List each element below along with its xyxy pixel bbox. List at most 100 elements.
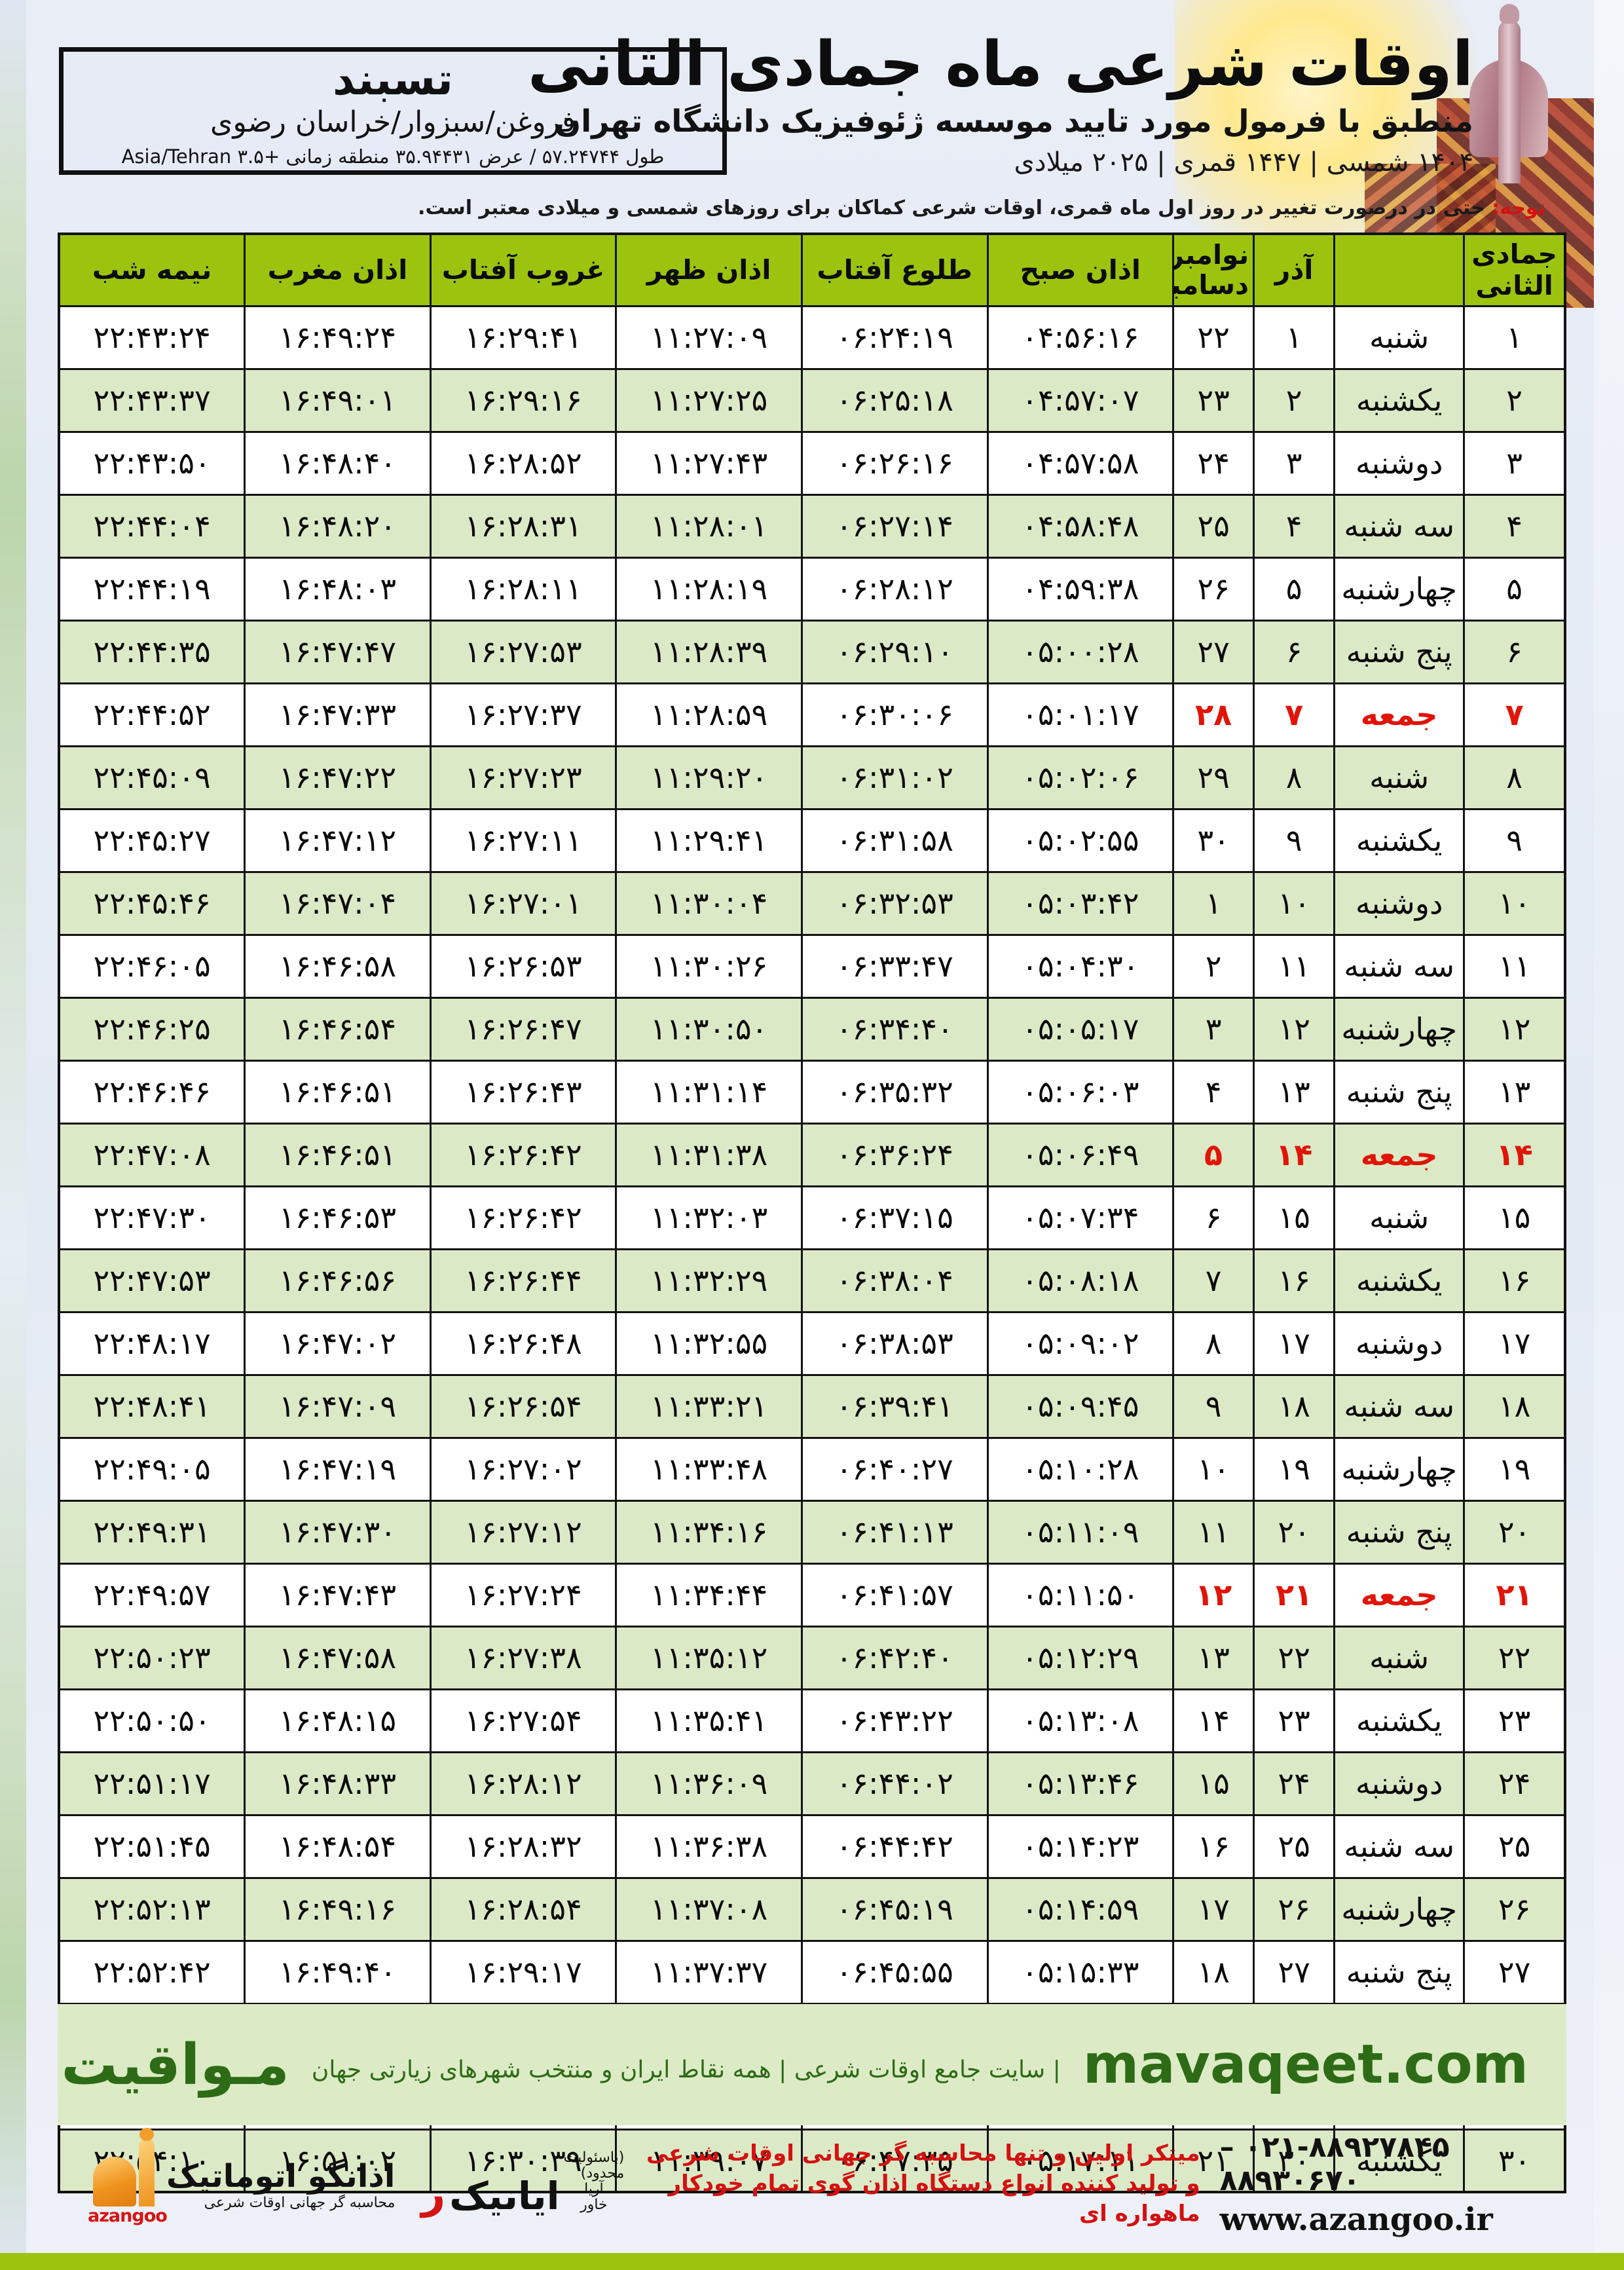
day-weekday: یکشنبه: [1333, 1248, 1466, 1313]
time-sunrise: ۰۶:۳۰:۰۶: [800, 682, 989, 747]
day-hijri: ۲۷: [1463, 1939, 1566, 2005]
day-gregorian: ۲۶: [1172, 556, 1255, 622]
time-sunset: ۱۶:۲۸:۱۱: [429, 556, 618, 622]
time-midnight: ۲۲:۴۶:۰۵: [58, 933, 246, 999]
table-row: ۱۲ چهارشنبه ۱۲ ۳ ۰۵:۰۵:۱۷ ۰۶:۳۴:۴۰ ۱۱:۳۰:۵۰ ۱۶:…: [58, 996, 1566, 1062]
day-weekday: یکشنبه: [1333, 2128, 1466, 2193]
day-hijri: ۴: [1463, 493, 1566, 559]
day-gregorian: ۷: [1172, 1248, 1255, 1313]
time-maghrib: ۱۶:۵۱:۰۲: [244, 2128, 432, 2193]
table-row: ۸ شنبه ۸ ۲۹ ۰۵:۰۲:۰۶ ۰۶:۳۱:۰۲ ۱۱:۲۹:۲۰ ۱۶:۲۷:۲۳…: [58, 745, 1566, 810]
time-midnight: ۲۲:۵۲:۴۲: [58, 1939, 246, 2005]
azangoo-mosque-icon: azangoo: [84, 2128, 168, 2226]
day-azar: ۲۶: [1253, 1876, 1336, 1942]
time-fajr: ۰۴:۵۹:۳۸: [986, 556, 1175, 622]
coordinates-timezone: طول ۵۷.۲۴۷۴۴ / عرض ۳۵.۹۴۴۳۱ منطقه زمانی …: [121, 145, 665, 168]
header-hijri-month: جمادی الثانی: [1463, 233, 1566, 307]
table-row: ۱۱ سه شنبه ۱۱ ۲ ۰۵:۰۴:۳۰ ۰۶:۳۳:۴۷ ۱۱:۳۰:۲۶ ۱۶:۲…: [58, 933, 1566, 999]
time-fajr: ۰۵:۱۳:۴۶: [986, 1751, 1175, 1816]
day-weekday: پنج شنبه: [1333, 1499, 1466, 1565]
time-maghrib: ۱۶:۴۸:۴۰: [244, 430, 432, 496]
footer-contact-row: ۰۲۱-۸۸۹۲۷۸۴۵ – ۸۸۹۳۰۶۷۰ www.azangoo.ir م…: [58, 2128, 1566, 2240]
table-row: ۲۱ جمعه ۲۱ ۱۲ ۰۵:۱۱:۵۰ ۰۶:۴۱:۵۷ ۱۱:۳۴:۴۴ ۱۶:۲۷:…: [58, 1562, 1566, 1628]
time-maghrib: ۱۶:۴۶:۵۱: [244, 1059, 432, 1125]
day-gregorian: ۱۱: [1172, 1499, 1255, 1565]
time-dhuhr: ۱۱:۲۷:۲۵: [615, 367, 803, 433]
azangoo-website[interactable]: www.azangoo.ir: [1219, 2201, 1493, 2238]
time-midnight: ۲۲:۴۹:۳۱: [58, 1499, 246, 1565]
day-hijri: ۲۶: [1463, 1876, 1566, 1942]
day-weekday: چهارشنبه: [1333, 556, 1466, 622]
time-fajr: ۰۴:۵۶:۱۶: [986, 305, 1175, 370]
time-sunrise: ۰۶:۳۷:۱۵: [800, 1185, 989, 1250]
time-sunrise: ۰۶:۴۴:۴۲: [800, 1814, 989, 1879]
time-dhuhr: ۱۱:۳۹:۰۷: [615, 2128, 803, 2193]
day-weekday: شنبه: [1333, 305, 1466, 370]
time-midnight: ۲۲:۴۵:۰۹: [58, 745, 246, 810]
time-midnight: ۲۲:۴۴:۵۲: [58, 682, 246, 747]
time-sunset: ۱۶:۲۶:۵۳: [429, 933, 618, 999]
time-fajr: ۰۵:۱۰:۲۸: [986, 1436, 1175, 1502]
day-gregorian: ۳۰: [1172, 808, 1255, 873]
day-gregorian: ۱۰: [1172, 1436, 1255, 1502]
title-block: اوقات شرعی ماه جمادی الثانی منطبق با فرم…: [517, 32, 1486, 177]
location-box: تسبند فروغن/سبزوار/خراسان رضوی طول ۵۷.۲۴…: [59, 47, 727, 175]
logo-group: (باسئولیت محدود) آریا خاور ایانیک ر اذان…: [84, 2128, 624, 2226]
day-weekday: جمعه: [1333, 682, 1466, 747]
footer-brand-banner: mavaqeet.com | سایت جامع اوقات شرعی | هم…: [58, 2004, 1566, 2125]
time-sunset: ۱۶:۲۶:۴۷: [429, 996, 618, 1062]
time-fajr: ۰۵:۰۴:۳۰: [986, 933, 1175, 999]
time-maghrib: ۱۶:۴۹:۲۴: [244, 305, 432, 370]
table-row: ۷ جمعه ۷ ۲۸ ۰۵:۰۱:۱۷ ۰۶:۳۰:۰۶ ۱۱:۲۸:۵۹ ۱۶:۲۷:۳۷…: [58, 682, 1566, 747]
prayer-times-table-wrapper: جمادی الثانی آذر نوامبر دسامبر اذان صبح …: [58, 233, 1566, 2193]
table-row: ۲۷ پنج شنبه ۲۷ ۱۸ ۰۵:۱۵:۳۳ ۰۶:۴۵:۵۵ ۱۱:۳۷:۳۷ ۱۶…: [58, 1939, 1566, 2005]
time-fajr: ۰۵:۰۳:۴۲: [986, 870, 1175, 936]
time-maghrib: ۱۶:۴۷:۱۹: [244, 1436, 432, 1502]
time-maghrib: ۱۶:۴۶:۵۳: [244, 1185, 432, 1250]
table-row: ۲ یکشنبه ۲ ۲۳ ۰۴:۵۷:۰۷ ۰۶:۲۵:۱۸ ۱۱:۲۷:۲۵ ۱۶:۲۹:…: [58, 367, 1566, 433]
day-azar: ۱: [1253, 305, 1336, 370]
table-row: ۱۸ سه شنبه ۱۸ ۹ ۰۵:۰۹:۴۵ ۰۶:۳۹:۴۱ ۱۱:۳۳:۲۱ ۱۶:۲…: [58, 1373, 1566, 1439]
time-midnight: ۲۲:۴۸:۴۱: [58, 1373, 246, 1439]
time-sunset: ۱۶:۲۶:۴۲: [429, 1185, 618, 1250]
time-maghrib: ۱۶:۴۹:۴۰: [244, 1939, 432, 2005]
day-azar: ۱۶: [1253, 1248, 1336, 1313]
table-row: ۶ پنج شنبه ۶ ۲۷ ۰۵:۰۰:۲۸ ۰۶:۲۹:۱۰ ۱۱:۲۸:۳۹ ۱۶:۲…: [58, 619, 1566, 684]
day-hijri: ۷: [1463, 682, 1566, 747]
day-gregorian: ۴: [1172, 1059, 1255, 1125]
day-gregorian: ۲۸: [1172, 682, 1255, 747]
time-dhuhr: ۱۱:۲۸:۵۹: [615, 682, 803, 747]
time-maghrib: ۱۶:۴۷:۳۰: [244, 1499, 432, 1565]
day-weekday: یکشنبه: [1333, 1688, 1466, 1753]
time-fajr: ۰۵:۱۷:۱۱: [986, 2128, 1175, 2193]
time-fajr: ۰۵:۱۴:۵۹: [986, 1876, 1175, 1942]
time-fajr: ۰۴:۵۸:۴۸: [986, 493, 1175, 559]
day-gregorian: ۱۷: [1172, 1876, 1255, 1942]
brand-website[interactable]: mavaqeet.com: [1082, 2034, 1528, 2096]
mosque-artwork: [1175, 0, 1594, 308]
time-fajr: ۰۴:۵۷:۰۷: [986, 367, 1175, 433]
time-fajr: ۰۵:۰۵:۱۷: [986, 996, 1175, 1062]
table-row: ۱۷ دوشنبه ۱۷ ۸ ۰۵:۰۹:۰۲ ۰۶:۳۸:۵۳ ۱۱:۳۲:۵۵ ۱۶:۲۶…: [58, 1311, 1566, 1376]
day-hijri: ۱: [1463, 305, 1566, 370]
page-header: تسبند فروغن/سبزوار/خراسان رضوی طول ۵۷.۲۴…: [0, 0, 1624, 223]
time-maghrib: ۱۶:۴۷:۰۴: [244, 870, 432, 936]
day-weekday: سه شنبه: [1333, 933, 1466, 999]
day-hijri: ۲: [1463, 367, 1566, 433]
rayanik-logo-initial: ر: [421, 2170, 446, 2219]
header-maghrib: اذان مغرب: [244, 233, 432, 307]
table-row: ۹ یکشنبه ۹ ۳۰ ۰۵:۰۲:۵۵ ۰۶:۳۱:۵۸ ۱۱:۲۹:۴۱ ۱۶:۲۷:…: [58, 808, 1566, 873]
day-weekday: پنج شنبه: [1333, 1059, 1466, 1125]
day-weekday: شنبه: [1333, 1625, 1466, 1690]
day-weekday: یکشنبه: [1333, 808, 1466, 873]
day-gregorian: ۲۳: [1172, 367, 1255, 433]
azangoo-logo: اذانگو اتوماتیک محاسبه گر جهانی اوقات شر…: [84, 2128, 395, 2226]
time-fajr: ۰۵:۱۲:۲۹: [986, 1625, 1175, 1690]
time-sunset: ۱۶:۲۸:۳۱: [429, 493, 618, 559]
day-weekday: چهارشنبه: [1333, 996, 1466, 1062]
time-dhuhr: ۱۱:۳۵:۴۱: [615, 1688, 803, 1753]
time-dhuhr: ۱۱:۳۷:۳۷: [615, 1939, 803, 2005]
contact-block: ۰۲۱-۸۸۹۲۷۸۴۵ – ۸۸۹۳۰۶۷۰ www.azangoo.ir: [1220, 2130, 1540, 2238]
day-weekday: سه شنبه: [1333, 493, 1466, 559]
